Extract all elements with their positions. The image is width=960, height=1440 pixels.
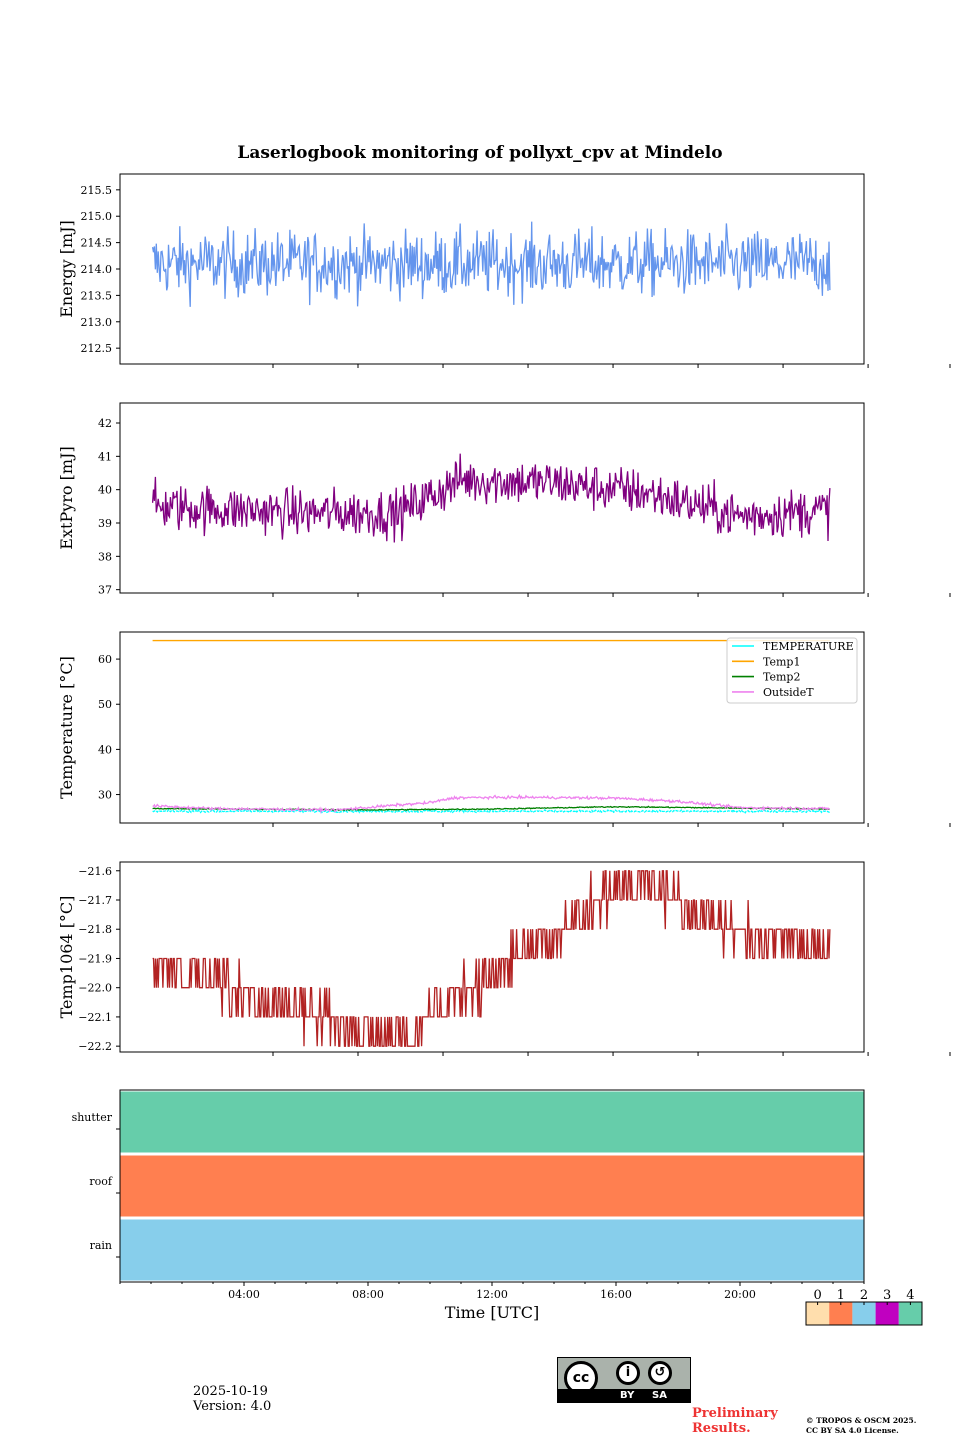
colorbar-cell-2 (852, 1302, 876, 1325)
preliminary-results-note: Preliminary Results. (692, 1406, 778, 1436)
y-tick-label: −22.0 (78, 982, 112, 995)
x-tick-label: 04:00 (228, 1288, 260, 1301)
series-temperature (152, 808, 831, 814)
y-tick-label: 42 (98, 417, 112, 430)
legend-box (726, 637, 858, 704)
x-tick-label: 16:00 (600, 1288, 632, 1301)
y-tick-label: 60 (98, 653, 112, 666)
y-tick-label: 50 (98, 698, 112, 711)
y-tick-label: 213.5 (81, 289, 113, 302)
colorbar-cell-3 (875, 1302, 899, 1325)
legend-label-temp2: Temp2 (763, 671, 800, 684)
y-tick-label: −21.7 (78, 894, 112, 907)
legend-label-outsidet: OutsideT (763, 686, 814, 699)
x-tick-label: 08:00 (352, 1288, 384, 1301)
x-tick-label: 12:00 (476, 1288, 508, 1301)
colorbar-cell-1 (829, 1302, 853, 1325)
y-axis-label: ExtPyro [mJ] (57, 446, 76, 549)
panel-temp1064: −22.2 −22.1 −22.0 −21.9 −21.8 −21.7 −21.6 Temp1… (57, 861, 951, 1056)
series-outsidet (152, 793, 830, 814)
series-temp1064 (152, 870, 831, 1047)
row-label-rain: rain (90, 1239, 112, 1252)
y-tick-label: 39 (98, 517, 112, 530)
date-label: 2025-10-19 (193, 1384, 268, 1399)
y-tick-label: 212.5 (81, 342, 113, 355)
share-alike-icon: ↺ (648, 1361, 672, 1385)
y-axis-label: Energy [mJ] (57, 220, 76, 318)
y-tick-label: 41 (98, 450, 112, 463)
status-band-rain (120, 1219, 864, 1281)
row-label-roof: roof (89, 1175, 113, 1188)
legend: TEMPERATURE Temp1 Temp2 OutsideT (726, 637, 858, 704)
y-tick-label: 30 (98, 789, 112, 802)
series-temp2 (152, 805, 830, 812)
cc-by-label: BY (620, 1390, 635, 1401)
y-tick-label: −21.8 (78, 923, 112, 936)
axes-frame (119, 861, 865, 1053)
y-tick-label: 215.5 (81, 184, 113, 197)
cc-license-badge: cc i ↺ BY SA (557, 1357, 691, 1403)
row-label-shutter: shutter (72, 1111, 113, 1124)
panel-energy: 212.5 213.0 213.5 214.0 214.5 215.0 215.5 Energ… (57, 173, 951, 368)
x-tick-label: 20:00 (724, 1288, 756, 1301)
colorbar-frame (805, 1301, 923, 1326)
colorbar-label-1: 1 (837, 1288, 845, 1303)
preliminary-line-2: Results. (692, 1421, 751, 1436)
y-tick-label: 214.5 (81, 237, 113, 250)
panel-status: rain roof shutter 04:00 08:00 12:00 16:00 20:00 (72, 1089, 865, 1301)
status-band-roof (120, 1155, 864, 1217)
y-tick-label: −21.6 (78, 865, 112, 878)
attribution-icon: i (616, 1361, 640, 1385)
copyright-note: © TROPOS & OSCM 2025. CC BY SA 4.0 Licen… (806, 1416, 916, 1436)
panel-extpyro: 37 38 39 40 41 42 ExtPyro [mJ] (57, 402, 951, 597)
cc-sa-label: SA (652, 1390, 667, 1401)
y-tick-label: 37 (98, 584, 112, 597)
x-axis-label: Time [UTC] (445, 1303, 539, 1322)
y-tick-label: −22.2 (78, 1040, 112, 1053)
axes-frame (119, 402, 865, 594)
legend-label-temperature: TEMPERATURE (763, 640, 854, 653)
colorbar-label-3: 3 (883, 1288, 891, 1303)
colorbar-label-0: 0 (813, 1288, 821, 1303)
y-tick-label: 40 (98, 743, 112, 756)
panel-temperature: 30 40 50 60 Temperature [°C] TEMPERATURE Temp1… (57, 631, 951, 827)
colorbar-cell-0 (806, 1302, 830, 1325)
status-band-shutter (120, 1091, 864, 1153)
preliminary-line-1: Preliminary (692, 1406, 778, 1421)
version-label: Version: 4.0 (193, 1399, 272, 1414)
y-axis-label: Temperature [°C] (57, 656, 76, 799)
y-tick-label: 213.0 (81, 316, 113, 329)
axes-frame (119, 631, 865, 824)
copyright-line-1: © TROPOS & OSCM 2025. (806, 1416, 917, 1425)
y-tick-label: 38 (98, 550, 112, 563)
y-tick-label: −22.1 (78, 1011, 112, 1024)
series-extpyro (151, 453, 831, 543)
legend-label-temp1: Temp1 (763, 655, 800, 668)
y-tick-label: 215.0 (81, 210, 113, 223)
cc-badge-bar (558, 1389, 690, 1402)
footer-info: 2025-10-19 Version: 4.0 (193, 1384, 271, 1414)
y-tick-label: 40 (98, 484, 112, 497)
y-tick-label: −21.9 (78, 952, 112, 965)
colorbar-cell-4 (898, 1302, 922, 1325)
colorbar-label-2: 2 (860, 1288, 868, 1303)
figure-title: Laserlogbook monitoring of pollyxt_cpv a… (237, 143, 722, 163)
y-axis-label: Temp1064 [°C] (57, 896, 76, 1019)
copyright-line-2: CC BY SA 4.0 License. (806, 1426, 899, 1435)
y-tick-label: 214.0 (81, 263, 113, 276)
series-energy (151, 221, 831, 307)
colorbar-label-4: 4 (906, 1288, 914, 1303)
